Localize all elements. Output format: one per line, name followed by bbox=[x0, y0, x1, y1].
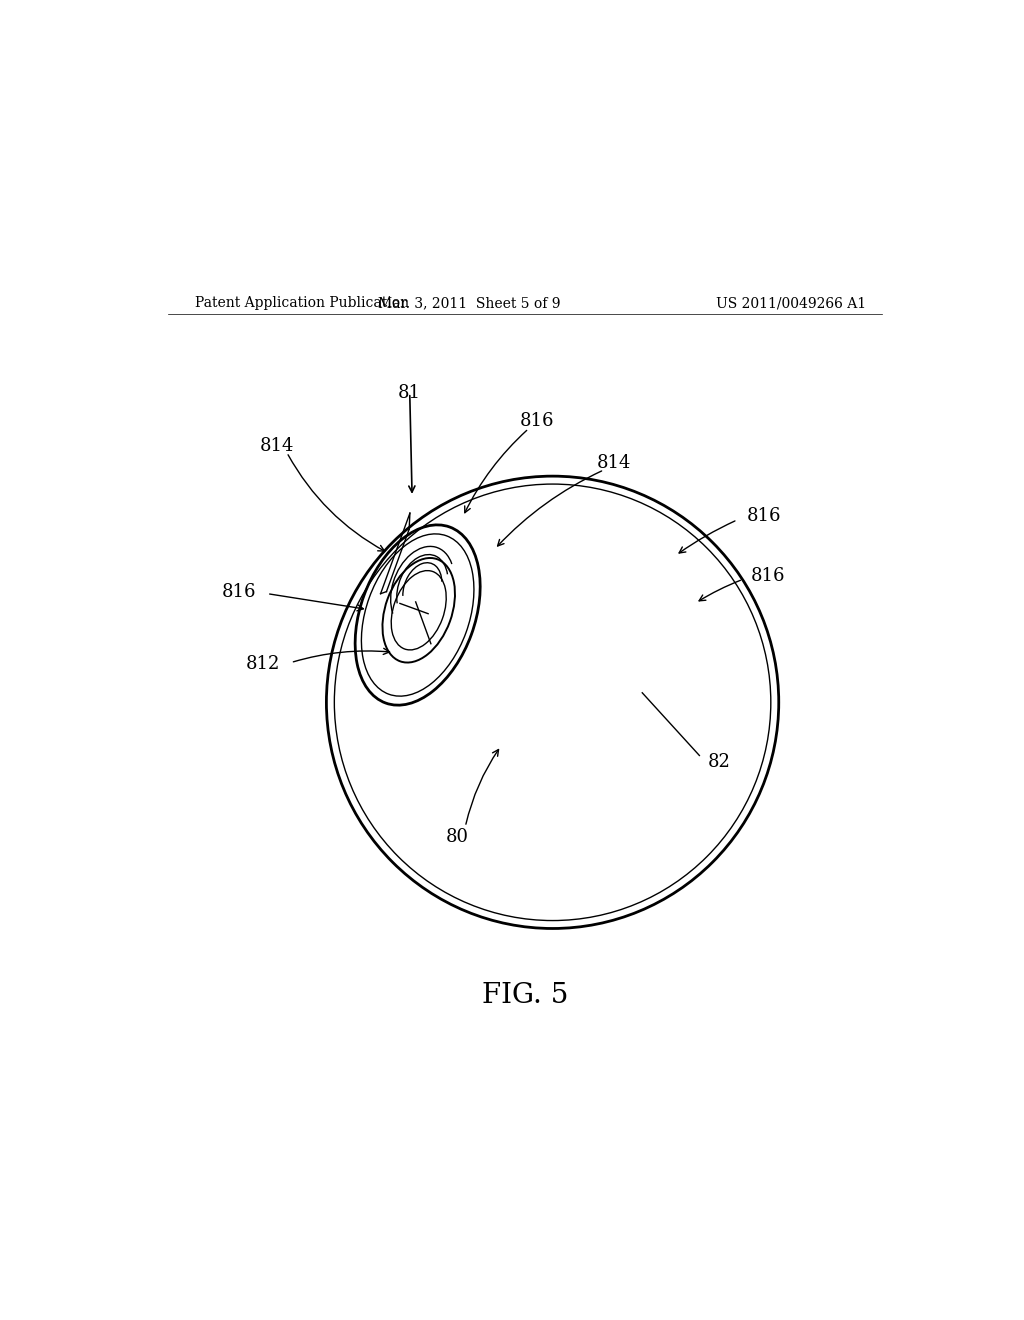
Text: Patent Application Publication: Patent Application Publication bbox=[196, 296, 410, 310]
Text: 814: 814 bbox=[260, 437, 294, 455]
Text: 816: 816 bbox=[519, 412, 554, 429]
Text: 80: 80 bbox=[445, 828, 469, 846]
Text: 82: 82 bbox=[708, 752, 730, 771]
Text: US 2011/0049266 A1: US 2011/0049266 A1 bbox=[716, 296, 865, 310]
Text: 816: 816 bbox=[748, 507, 781, 525]
Text: FIG. 5: FIG. 5 bbox=[481, 982, 568, 1010]
Text: Mar. 3, 2011  Sheet 5 of 9: Mar. 3, 2011 Sheet 5 of 9 bbox=[378, 296, 560, 310]
Text: 816: 816 bbox=[751, 568, 785, 585]
Text: 812: 812 bbox=[246, 655, 281, 673]
Text: 816: 816 bbox=[222, 583, 257, 601]
Text: 81: 81 bbox=[398, 384, 421, 401]
Text: 814: 814 bbox=[597, 454, 631, 473]
